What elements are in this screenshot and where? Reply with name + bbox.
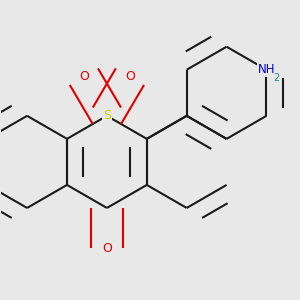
Text: NH: NH — [258, 63, 275, 76]
Text: O: O — [102, 242, 112, 255]
Text: S: S — [103, 109, 111, 122]
Text: 2: 2 — [273, 73, 279, 83]
Text: O: O — [125, 70, 135, 83]
Text: O: O — [79, 70, 89, 83]
